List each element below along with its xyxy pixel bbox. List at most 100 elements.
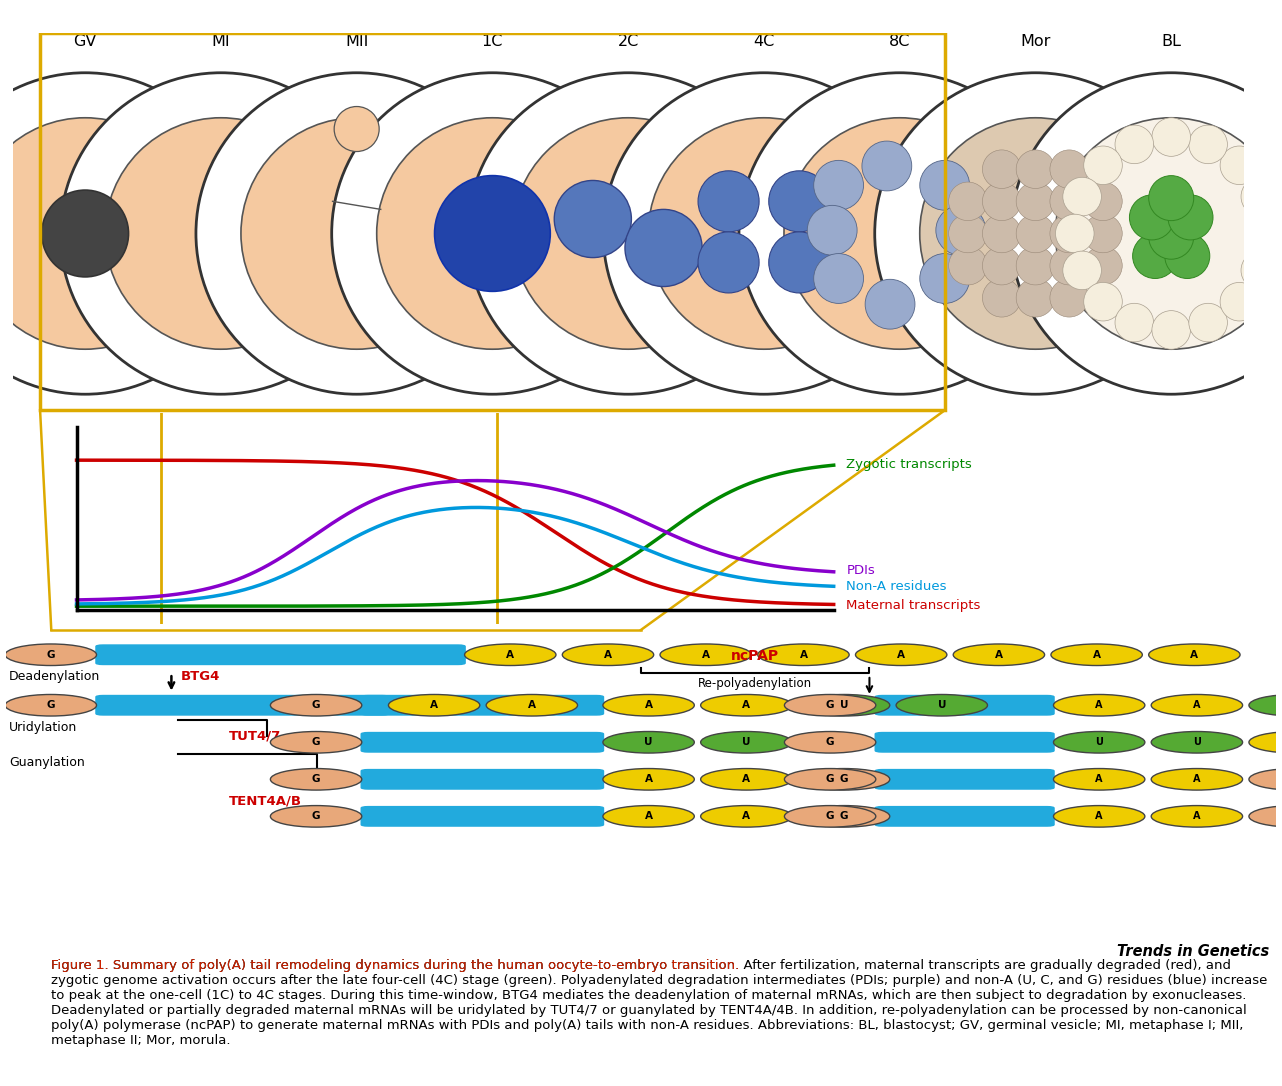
Circle shape bbox=[1063, 177, 1101, 216]
Circle shape bbox=[1017, 278, 1055, 317]
Circle shape bbox=[1249, 214, 1282, 253]
Circle shape bbox=[919, 117, 1151, 350]
Bar bbox=[40, 33, 945, 411]
FancyBboxPatch shape bbox=[95, 695, 390, 716]
Circle shape bbox=[808, 205, 858, 255]
Circle shape bbox=[0, 117, 201, 350]
Circle shape bbox=[435, 176, 550, 291]
Text: G: G bbox=[312, 811, 320, 821]
Text: A: A bbox=[742, 811, 750, 821]
Circle shape bbox=[865, 279, 915, 329]
Circle shape bbox=[1083, 182, 1122, 220]
Ellipse shape bbox=[799, 806, 890, 828]
Circle shape bbox=[1129, 194, 1174, 240]
Text: Guanylation: Guanylation bbox=[9, 756, 85, 769]
Text: MII: MII bbox=[345, 34, 368, 49]
Text: Uridylation: Uridylation bbox=[9, 721, 77, 734]
Circle shape bbox=[649, 117, 879, 350]
Ellipse shape bbox=[785, 806, 876, 828]
Text: 4C: 4C bbox=[754, 34, 774, 49]
Circle shape bbox=[1115, 303, 1154, 342]
Text: TUT4/7: TUT4/7 bbox=[228, 729, 281, 742]
Ellipse shape bbox=[1149, 644, 1240, 666]
Circle shape bbox=[1083, 282, 1122, 321]
Text: A: A bbox=[1194, 774, 1201, 784]
Text: G: G bbox=[46, 649, 55, 660]
Ellipse shape bbox=[5, 644, 96, 666]
Ellipse shape bbox=[603, 806, 695, 828]
Text: U: U bbox=[742, 737, 750, 747]
Ellipse shape bbox=[1249, 732, 1282, 753]
Text: A: A bbox=[1092, 649, 1101, 660]
Ellipse shape bbox=[1051, 644, 1142, 666]
Text: ncPAP: ncPAP bbox=[731, 649, 779, 664]
Circle shape bbox=[1149, 176, 1194, 220]
Ellipse shape bbox=[1151, 732, 1242, 753]
Circle shape bbox=[697, 171, 759, 232]
Text: U: U bbox=[840, 700, 849, 710]
Circle shape bbox=[1115, 125, 1154, 164]
Circle shape bbox=[604, 73, 924, 394]
Ellipse shape bbox=[1249, 769, 1282, 791]
Ellipse shape bbox=[603, 694, 695, 716]
Circle shape bbox=[1055, 117, 1282, 350]
Ellipse shape bbox=[1054, 806, 1145, 828]
Circle shape bbox=[1017, 150, 1055, 189]
Ellipse shape bbox=[785, 769, 876, 791]
Circle shape bbox=[1153, 117, 1191, 156]
Text: A: A bbox=[528, 700, 536, 710]
Text: A: A bbox=[645, 700, 653, 710]
Text: A: A bbox=[431, 700, 438, 710]
Circle shape bbox=[1017, 182, 1055, 220]
Text: A: A bbox=[742, 700, 750, 710]
Text: A: A bbox=[645, 774, 653, 784]
Text: A: A bbox=[897, 649, 905, 660]
Ellipse shape bbox=[701, 732, 792, 753]
Circle shape bbox=[624, 210, 703, 287]
FancyBboxPatch shape bbox=[360, 769, 604, 790]
Text: U: U bbox=[937, 700, 946, 710]
Text: A: A bbox=[701, 649, 710, 660]
Circle shape bbox=[1153, 311, 1191, 350]
Text: Maternal transcripts: Maternal transcripts bbox=[846, 598, 981, 611]
FancyBboxPatch shape bbox=[360, 732, 604, 753]
Text: A: A bbox=[1095, 700, 1103, 710]
Ellipse shape bbox=[701, 806, 792, 828]
Circle shape bbox=[874, 73, 1196, 394]
Ellipse shape bbox=[855, 644, 947, 666]
Circle shape bbox=[42, 190, 128, 277]
Text: A: A bbox=[742, 774, 750, 784]
Circle shape bbox=[335, 106, 379, 152]
Circle shape bbox=[769, 171, 829, 232]
Ellipse shape bbox=[1151, 769, 1242, 791]
Ellipse shape bbox=[799, 694, 890, 716]
Circle shape bbox=[1050, 278, 1088, 317]
FancyBboxPatch shape bbox=[874, 769, 1055, 790]
Circle shape bbox=[468, 73, 788, 394]
Text: A: A bbox=[1095, 811, 1103, 821]
Text: A: A bbox=[506, 649, 514, 660]
Text: G: G bbox=[826, 700, 835, 710]
Circle shape bbox=[1063, 251, 1101, 290]
Text: A: A bbox=[1194, 811, 1201, 821]
Circle shape bbox=[377, 117, 608, 350]
Text: Trends in Genetics: Trends in Genetics bbox=[1117, 944, 1269, 959]
Text: Figure 1. Summary of poly(A) tail remodeling dynamics during the human oocyte-to: Figure 1. Summary of poly(A) tail remode… bbox=[51, 959, 740, 972]
Ellipse shape bbox=[954, 644, 1045, 666]
Ellipse shape bbox=[271, 806, 362, 828]
Circle shape bbox=[1220, 146, 1259, 185]
Ellipse shape bbox=[1151, 694, 1242, 716]
Circle shape bbox=[1132, 233, 1178, 278]
Text: BL: BL bbox=[1161, 34, 1181, 49]
Circle shape bbox=[697, 232, 759, 293]
Circle shape bbox=[1188, 303, 1227, 342]
Circle shape bbox=[919, 254, 969, 303]
Text: U: U bbox=[1194, 737, 1201, 747]
Ellipse shape bbox=[785, 732, 876, 753]
Text: 1C: 1C bbox=[482, 34, 503, 49]
Circle shape bbox=[1083, 146, 1122, 185]
Ellipse shape bbox=[1054, 769, 1145, 791]
Ellipse shape bbox=[5, 694, 96, 716]
FancyBboxPatch shape bbox=[874, 732, 1055, 753]
Text: U: U bbox=[645, 737, 653, 747]
